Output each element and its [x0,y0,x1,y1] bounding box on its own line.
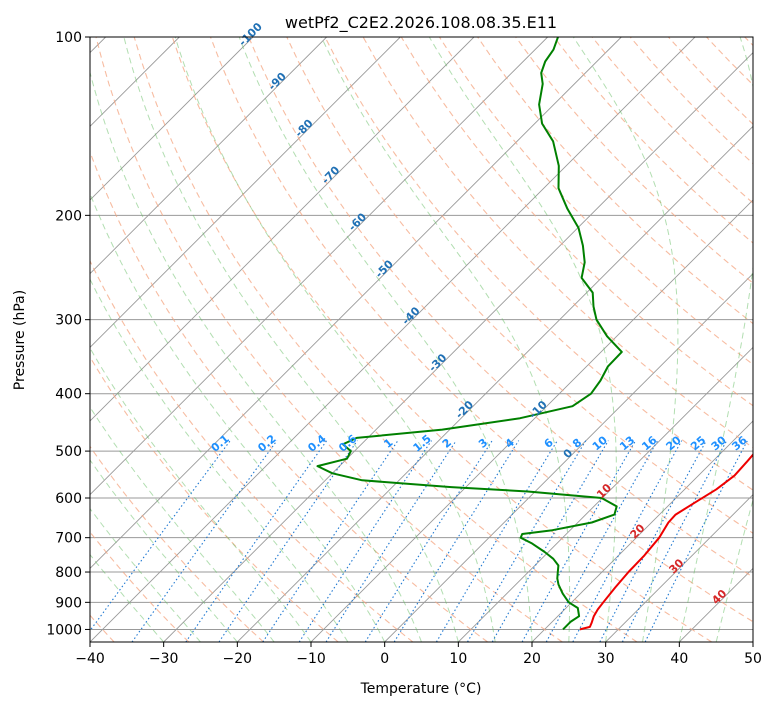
dry-adiabat-line [133,37,638,642]
mixing-ratio-line [298,440,432,642]
isotherm-line [752,641,753,642]
mixing-ratio-line [131,440,278,642]
y-tick-label: 1000 [46,622,82,638]
moist-adiabat-line [123,37,459,642]
x-tick-label: 40 [670,651,688,667]
dry-adiabat-line [209,37,753,623]
isotherm-line [605,494,753,642]
x-tick-label: 30 [597,651,615,667]
dry-adiabat-line [515,37,753,284]
y-tick-label: 500 [55,444,82,460]
mixing-ratio-line [644,440,748,642]
moist-adiabat-line [90,507,201,642]
moist-adiabat-line [90,192,386,642]
mixing-ratio-line [467,440,587,642]
y-tick-label: 700 [55,531,82,547]
mixing-ratio-line [572,440,683,642]
x-tick-label: 20 [523,651,541,667]
y-tick-label: 400 [55,387,82,403]
isotherm-line [90,37,475,422]
temperature-line [579,453,753,631]
background-lines [90,37,753,642]
isotherm-line [384,273,753,642]
dry-adiabat-line [171,37,712,642]
y-tick-label: 800 [55,565,82,581]
isotherm-line [90,37,548,496]
moist-adiabat-line [90,459,238,642]
x-axis-label: Temperature (°C) [360,681,482,697]
moist-adiabat-line [90,347,312,642]
x-tick-label: −10 [296,651,326,667]
isotherm-line [90,37,401,348]
mixing-ratio-line [435,440,558,642]
isotherm-line [90,37,254,201]
plot-background [90,37,753,642]
dry-adiabat-line [90,445,264,642]
dry-adiabat-line [95,37,563,642]
moist-adiabat-line [678,37,753,642]
dry-adiabat-line [324,37,753,491]
y-tick-label: 200 [55,208,82,224]
isotherm-line [90,37,327,275]
moist-adiabat-line [90,406,275,642]
mixing-ratio-line [491,440,609,642]
moist-adiabat-line [572,37,679,642]
y-tick-label: 300 [55,313,82,329]
x-tick-label: 50 [744,651,762,667]
sounding-profiles [316,37,753,631]
moist-adiabat-line [90,70,422,642]
dry-adiabat-line [286,37,753,534]
isotherm-line [531,420,753,642]
x-tick-label: 10 [449,651,467,667]
mixing-ratio-line [521,440,637,642]
x-tick-label: −30 [149,651,179,667]
moist-adiabat-line [238,37,533,642]
isotherm-line [458,346,753,642]
dry-adiabat-line [90,259,414,642]
y-tick-label: 100 [55,30,82,46]
mixing-ratio-line [325,440,457,642]
x-tick-label: −20 [223,651,253,667]
mixing-ratio-line [393,440,520,642]
chart-title: wetPf2_C2E2.2026.108.08.35.E11 [285,13,557,33]
moist-adiabat-line [320,37,571,642]
moist-adiabat-line [428,37,617,642]
mixing-ratio-line [364,440,493,642]
isotherm-line [163,52,753,642]
moist-adiabat-line [715,497,753,642]
y-axis: 1000 900 800 700 600 500 400 300 200 100 [46,30,90,638]
isotherm-line [237,125,753,642]
x-axis: −40 −30 −20 −10 0 10 20 30 40 50 [75,642,762,667]
x-tick-label: 0 [380,651,389,667]
mixing-ratio-line [262,440,399,642]
y-tick-label: 900 [55,595,82,611]
mixing-ratio-line [185,440,328,642]
mixing-ratio-line [90,440,231,632]
y-tick-label: 600 [55,491,82,507]
x-tick-label: −40 [75,651,105,667]
plot-frame [89,36,754,643]
dry-adiabat-line [90,356,339,642]
mixing-ratio-line [545,440,659,642]
dry-adiabat-line [248,37,753,578]
dewpoint-line [316,37,623,631]
isotherm-line [90,37,622,569]
y-axis-label: Pressure (hPa) [12,290,28,390]
moist-adiabat-line [90,278,349,642]
moist-adiabat-line [90,553,165,642]
